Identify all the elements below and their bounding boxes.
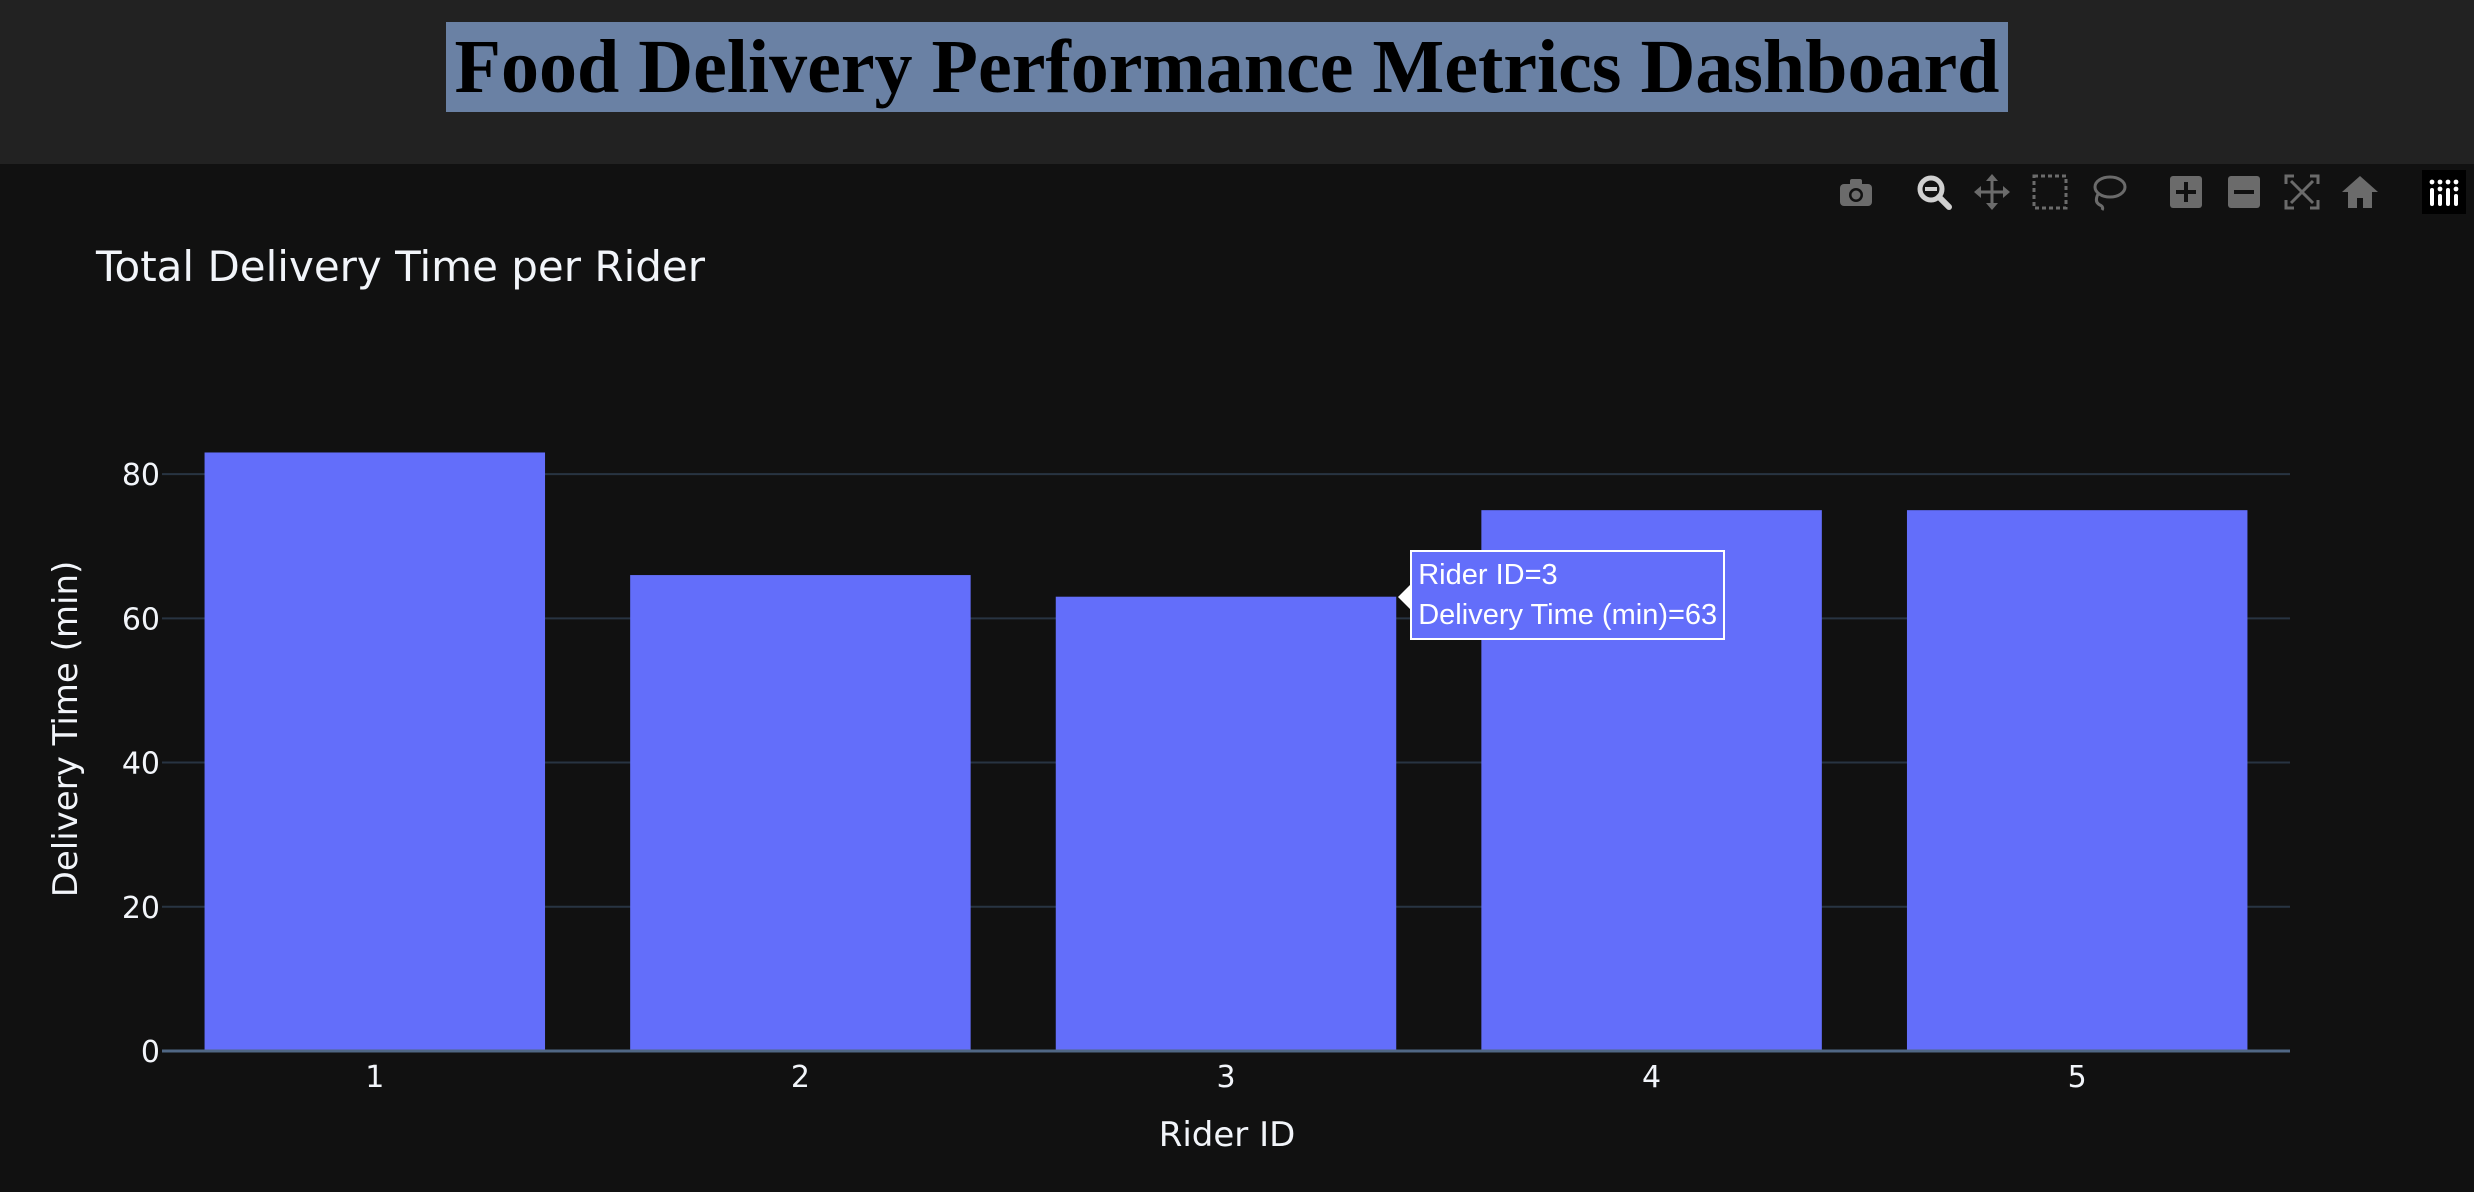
zoom-icon[interactable] (1912, 170, 1956, 214)
lasso-select-icon[interactable] (2086, 170, 2130, 214)
y-tick-label: 0 (141, 1035, 160, 1070)
y-tick-label: 40 (122, 747, 160, 782)
x-tick-label: 4 (1642, 1060, 1661, 1095)
reset-axes-icon[interactable] (2338, 170, 2382, 214)
chart-title: Total Delivery Time per Rider (96, 242, 705, 291)
bar[interactable] (1055, 596, 1397, 1051)
pan-icon[interactable] (1970, 170, 2014, 214)
tooltip-line-rider: Rider ID=3 (1418, 558, 1558, 591)
hover-tooltip: Rider ID=3 Delivery Time (min)=63 (1410, 549, 1726, 640)
autoscale-icon[interactable] (2280, 170, 2324, 214)
bar[interactable] (204, 452, 546, 1051)
bar[interactable] (630, 575, 971, 1051)
modebar (1834, 170, 2474, 216)
x-axis-title: Rider ID (1158, 1115, 1296, 1155)
plotly-logo-icon[interactable] (2422, 170, 2466, 214)
box-select-icon[interactable] (2028, 170, 2072, 214)
x-tick-label: 1 (365, 1060, 384, 1095)
page-title: Food Delivery Performance Metrics Dashbo… (446, 22, 2008, 112)
camera-icon[interactable] (1834, 170, 1878, 214)
zoom-in-icon[interactable] (2164, 170, 2208, 214)
header-bar: Food Delivery Performance Metrics Dashbo… (0, 0, 2474, 164)
y-tick-label: 60 (122, 602, 160, 637)
x-tick-label: 5 (2068, 1060, 2087, 1095)
tooltip-line-time: Delivery Time (min)=63 (1418, 598, 1718, 631)
zoom-out-icon[interactable] (2222, 170, 2266, 214)
tooltip-arrow (1398, 582, 1413, 611)
y-tick-label: 20 (122, 891, 160, 926)
y-tick-label: 80 (122, 458, 160, 493)
bar[interactable] (1906, 510, 2248, 1052)
x-tick-label: 3 (1216, 1060, 1235, 1095)
x-tick-label: 2 (791, 1060, 810, 1095)
